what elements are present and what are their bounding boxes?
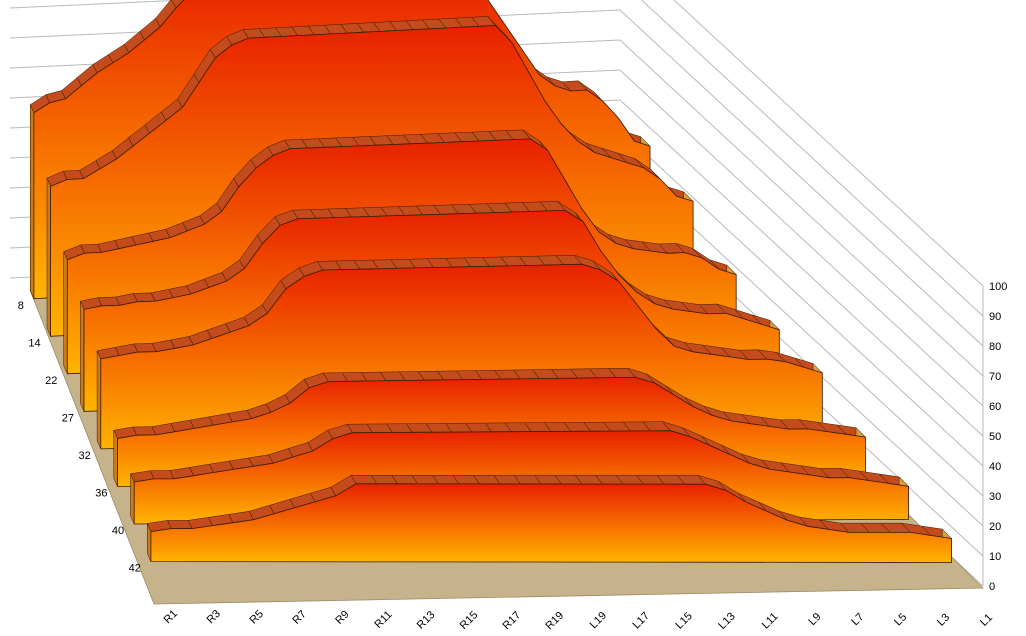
x-tick-L13: L13 (716, 610, 737, 631)
series-layer (29, 0, 953, 564)
depth-tick-42: 42 (129, 563, 141, 575)
depth-tick-22: 22 (45, 375, 57, 387)
z-tick-50: 50 (989, 431, 1001, 443)
gridline-100 (673, 0, 984, 287)
z-tick-90: 90 (989, 311, 1001, 323)
depth-tick-32: 32 (79, 450, 91, 462)
z-tick-30: 30 (989, 491, 1001, 503)
x-tick-L1: L1 (978, 612, 995, 629)
series-42 (146, 474, 953, 564)
z-tick-20: 20 (989, 521, 1001, 533)
series-27-cap-left (80, 301, 85, 412)
z-tick-100: 100 (989, 281, 1007, 293)
x-tick-L19: L19 (588, 610, 609, 631)
x-tick-L5: L5 (892, 611, 909, 628)
series-22-cap-left (63, 251, 68, 374)
depth-tick-40: 40 (112, 525, 124, 537)
x-tick-R1: R1 (162, 608, 180, 626)
series-32-cap-left (96, 350, 102, 450)
depth-tick-8: 8 (18, 300, 24, 312)
x-tick-L7: L7 (849, 611, 866, 628)
z-tick-40: 40 (989, 461, 1001, 473)
x-tick-R19: R19 (543, 610, 566, 633)
x-tick-L9: L9 (806, 611, 823, 628)
x-tick-R11: R11 (372, 609, 394, 631)
x-tick-L17: L17 (630, 610, 651, 631)
x-tick-R9: R9 (333, 608, 351, 626)
series-8-cap-left (30, 104, 35, 299)
gridline-90 (9, 0, 984, 317)
series-8-rim-9 (171, 0, 185, 9)
x-tick-L15: L15 (673, 610, 694, 631)
series-42-face (150, 483, 952, 563)
x-tick-L3: L3 (935, 611, 952, 628)
z-tick-10: 10 (989, 551, 1001, 563)
z-tick-60: 60 (989, 401, 1001, 413)
depth-tick-27: 27 (62, 412, 74, 424)
series-14-cap-left (46, 177, 51, 337)
series-36-cap-left (113, 430, 118, 487)
x-tick-L11: L11 (760, 611, 781, 632)
x-tick-R17: R17 (501, 609, 524, 632)
x-tick-R5: R5 (247, 608, 265, 626)
x-tick-R3: R3 (205, 608, 223, 626)
series-40-cap-left (130, 473, 135, 525)
z-tick-70: 70 (989, 371, 1001, 383)
x-tick-R7: R7 (290, 608, 308, 626)
z-tick-80: 80 (989, 341, 1001, 353)
x-tick-R15: R15 (458, 609, 481, 632)
depth-tick-14: 14 (28, 337, 40, 349)
depth-tick-36: 36 (95, 487, 107, 499)
z-tick-0: 0 (989, 581, 995, 593)
x-tick-R13: R13 (415, 609, 438, 632)
